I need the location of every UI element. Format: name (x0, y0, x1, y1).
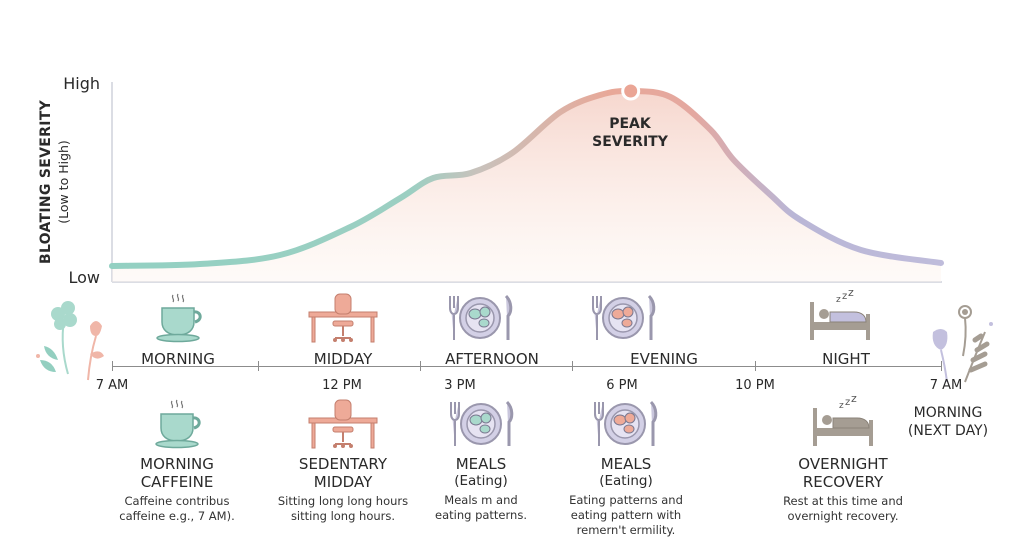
peak-marker (621, 81, 641, 101)
timeline-tick (755, 361, 756, 371)
flower-icon (925, 296, 1005, 386)
factor-meals-evening: MEALS (Eating) Eating patterns and eating… (546, 455, 706, 538)
next-day-label: MORNING (NEXT DAY) (900, 404, 996, 440)
factor-description: Eating patterns and eating pattern with re… (569, 493, 683, 537)
coffee-cup-icon (140, 292, 216, 344)
period-evening: EVENING (630, 350, 698, 368)
period-morning: MORNING (141, 350, 215, 368)
y-axis-subtitle: (Low to High) (56, 140, 71, 224)
timeline-tick (420, 361, 421, 371)
y-tick-high: High (63, 74, 100, 93)
factor-title: OVERNIGHT (798, 455, 888, 473)
factor-title-2: CAFFEINE (140, 473, 214, 491)
x-tick-label: 3 PM (444, 378, 476, 393)
factor-sedentary-midday: SEDENTARY MIDDAY Sitting long long hours… (263, 455, 423, 524)
timeline-tick (112, 361, 113, 371)
svg-text:z: z (842, 291, 847, 302)
factor-title: SEDENTARY (298, 455, 388, 473)
desk-chair-icon (305, 292, 381, 344)
factor-description: Caffeine contribus caffeine e.g., 7 AM). (119, 494, 235, 523)
desk-chair-icon (305, 398, 381, 450)
factor-description: Rest at this time and overnight recovery. (783, 494, 903, 523)
x-tick-label: 10 PM (735, 378, 775, 393)
timeline-tick (258, 361, 259, 371)
svg-text:z: z (836, 295, 841, 305)
factor-subtitle: (Eating) (599, 473, 653, 489)
factor-meals-afternoon: MEALS (Eating) Meals m and eating pattern… (401, 455, 561, 523)
y-axis-title: BLOATING SEVERITY (38, 99, 54, 265)
factor-morning-caffeine: MORNING CAFFEINE Caffeine contribus caffe… (97, 455, 257, 524)
period-afternoon: AFTERNOON (445, 350, 539, 368)
y-axis-label: BLOATING SEVERITY (Low to High) (38, 82, 72, 282)
peak-label-line2: SEVERITY (592, 134, 668, 150)
factor-title: MEALS (455, 455, 507, 473)
meal-plate-icon (443, 398, 519, 450)
factor-title: MORNING (140, 455, 214, 473)
meal-plate-icon (587, 398, 663, 450)
severity-area (112, 90, 941, 282)
svg-text:z: z (839, 401, 844, 411)
factor-title: MEALS (600, 455, 652, 473)
meal-plate-icon (442, 292, 518, 344)
svg-text:z: z (851, 396, 857, 405)
meal-plate-icon (585, 292, 661, 344)
peak-label-line1: PEAK (609, 116, 651, 132)
x-tick-label: 12 PM (322, 378, 362, 393)
peak-annotation: PEAK SEVERITY (580, 115, 680, 151)
timeline-axis (112, 366, 942, 367)
factor-description: Sitting long long hours sitting long hour… (277, 494, 409, 523)
timeline-tick (941, 361, 942, 371)
factor-subtitle: (Eating) (454, 473, 508, 489)
timeline-tick (572, 361, 573, 371)
factor-description: Meals m and eating patterns. (435, 493, 527, 522)
x-tick-label: 7 AM (95, 378, 129, 393)
next-day-line1: MORNING (913, 405, 983, 421)
flower-icon (30, 296, 110, 386)
coffee-cup-icon (139, 398, 215, 450)
svg-text:z: z (845, 397, 850, 408)
x-tick-label: 7 AM (929, 378, 963, 393)
svg-text:z: z (848, 290, 854, 299)
period-midday: MIDDAY (313, 350, 373, 368)
y-tick-low: Low (68, 268, 100, 287)
factor-overnight-recovery: OVERNIGHT RECOVERY Rest at this time and… (763, 455, 923, 524)
severity-line (109, 87, 944, 269)
factor-title-2: MIDDAY (313, 473, 373, 491)
next-day-line2: (NEXT DAY) (907, 423, 989, 439)
factor-title-2: RECOVERY (802, 473, 884, 491)
period-night: NIGHT (822, 350, 870, 368)
x-tick-label: 6 PM (606, 378, 638, 393)
severity-chart: High Low (63, 74, 944, 287)
